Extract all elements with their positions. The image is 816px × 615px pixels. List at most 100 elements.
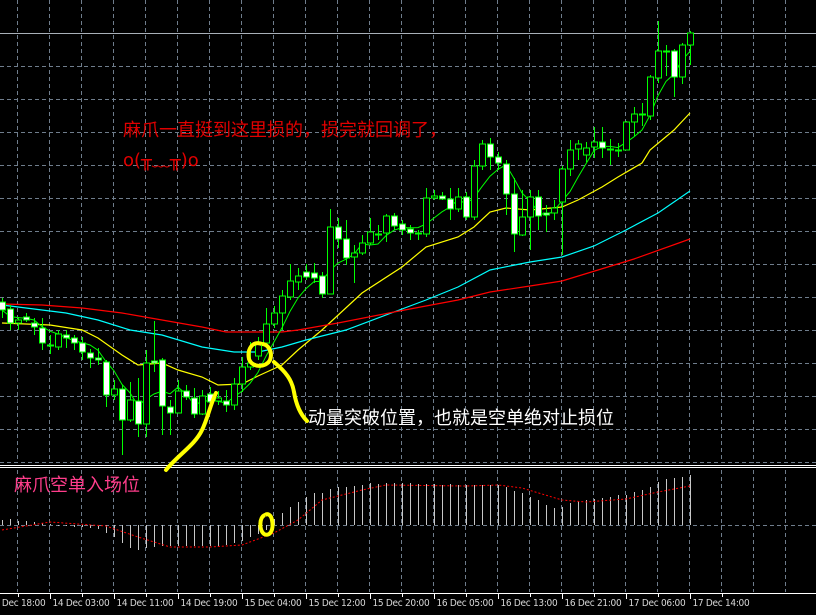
candle bbox=[367, 218, 374, 245]
time-label: 16 Dec 05:00 bbox=[436, 598, 494, 609]
candle bbox=[639, 103, 646, 126]
candle-body bbox=[23, 316, 30, 321]
candle bbox=[287, 264, 294, 300]
candle-body bbox=[39, 327, 46, 344]
candle-body bbox=[679, 44, 686, 78]
candle-body bbox=[631, 113, 638, 123]
candle bbox=[135, 378, 142, 437]
candle bbox=[615, 143, 622, 157]
candle bbox=[15, 317, 22, 330]
candle-body bbox=[623, 121, 630, 151]
candle-body bbox=[175, 390, 182, 414]
candle-body bbox=[495, 156, 502, 164]
candle-body bbox=[671, 50, 678, 78]
candle bbox=[0, 298, 6, 318]
oscillator-subwindow bbox=[1, 475, 691, 550]
candle bbox=[215, 391, 222, 405]
candle bbox=[279, 290, 286, 330]
candle-body bbox=[167, 406, 174, 414]
time-label: 17 Dec 06:00 bbox=[628, 598, 686, 609]
candle-body bbox=[319, 275, 326, 295]
candle-body bbox=[215, 397, 222, 402]
candle bbox=[487, 138, 494, 170]
candle-body bbox=[639, 113, 646, 116]
time-label: 13 Dec 18:00 bbox=[0, 598, 46, 609]
candle-body bbox=[431, 195, 438, 199]
candle bbox=[519, 190, 526, 236]
candle-body bbox=[279, 295, 286, 314]
candle-body bbox=[143, 362, 150, 425]
candle-body bbox=[527, 196, 534, 218]
candle-body bbox=[263, 323, 270, 344]
time-label: 16 Dec 21:00 bbox=[564, 598, 622, 609]
candle bbox=[503, 160, 510, 215]
candle bbox=[671, 49, 678, 97]
momentum-breakout-note: 动量突破位置，也就是空单绝对止损位 bbox=[308, 408, 614, 429]
candle bbox=[199, 390, 206, 415]
candle-body bbox=[47, 344, 54, 347]
candle bbox=[295, 268, 302, 290]
candle bbox=[479, 140, 486, 170]
candle-body bbox=[15, 319, 22, 324]
candle-body bbox=[31, 322, 38, 328]
candle bbox=[623, 121, 630, 151]
candle-body bbox=[415, 232, 422, 235]
candle bbox=[543, 205, 550, 232]
grid bbox=[0, 0, 816, 594]
candle-body bbox=[383, 215, 390, 234]
candle-body bbox=[535, 196, 542, 217]
time-label: 15 Dec 04:00 bbox=[244, 598, 302, 609]
candle bbox=[375, 225, 382, 240]
ma-line-yellow bbox=[1, 112, 691, 386]
candle bbox=[575, 140, 582, 160]
time-label: 14 Dec 03:00 bbox=[52, 598, 110, 609]
candle bbox=[7, 305, 14, 330]
candle-body bbox=[591, 141, 598, 148]
candles bbox=[0, 21, 694, 455]
candle bbox=[239, 357, 246, 392]
candle bbox=[423, 188, 430, 237]
candle-body bbox=[71, 337, 78, 344]
candle-body bbox=[7, 308, 14, 324]
candle bbox=[567, 140, 574, 176]
candle bbox=[679, 43, 686, 84]
entry-arrow-stroke bbox=[164, 391, 218, 472]
candle bbox=[255, 337, 262, 360]
time-label: 17 Dec 14:00 bbox=[692, 598, 750, 609]
candle-body bbox=[567, 149, 574, 170]
candle bbox=[271, 306, 278, 328]
candle bbox=[63, 330, 70, 348]
candle-body bbox=[551, 207, 558, 214]
ma-line-red bbox=[1, 238, 691, 333]
candle bbox=[335, 218, 342, 248]
candle bbox=[647, 75, 654, 120]
candle bbox=[559, 166, 566, 255]
candle-body bbox=[239, 366, 246, 385]
candle-body bbox=[63, 334, 70, 339]
candle bbox=[311, 263, 318, 283]
candle-body bbox=[503, 163, 510, 195]
candle bbox=[303, 264, 310, 280]
candle bbox=[79, 337, 86, 360]
candle-body bbox=[127, 399, 134, 421]
candle-body bbox=[375, 233, 382, 236]
candle-body bbox=[103, 361, 110, 396]
candle bbox=[343, 220, 350, 265]
candle bbox=[391, 213, 398, 230]
candle bbox=[151, 321, 158, 372]
candle-body bbox=[447, 198, 454, 210]
candle-body bbox=[351, 252, 358, 258]
candle-body bbox=[0, 301, 6, 311]
candle bbox=[39, 318, 46, 350]
candle-body bbox=[111, 388, 118, 396]
candle bbox=[359, 235, 366, 255]
candle bbox=[471, 160, 478, 220]
candle-body bbox=[655, 50, 662, 79]
candle-body bbox=[439, 195, 446, 200]
candle bbox=[407, 225, 414, 240]
candle-body bbox=[343, 238, 350, 259]
time-label: 15 Dec 12:00 bbox=[308, 598, 366, 609]
candle-body bbox=[471, 165, 478, 218]
